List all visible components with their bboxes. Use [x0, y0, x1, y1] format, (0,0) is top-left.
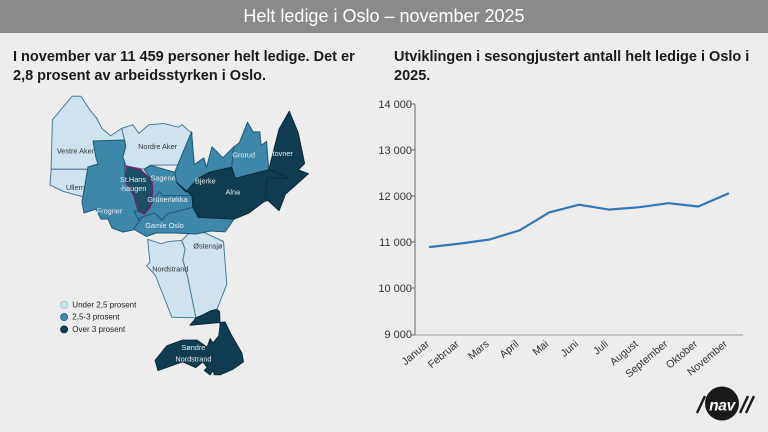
svg-text:-haugen: -haugen — [120, 184, 147, 193]
svg-text:Alna: Alna — [225, 187, 241, 196]
svg-text:Grorud: Grorud — [232, 150, 255, 159]
svg-text:Februar: Februar — [426, 338, 462, 371]
svg-text:2,5-3 prosent: 2,5-3 prosent — [72, 313, 120, 322]
svg-text:Søndre: Søndre — [181, 343, 205, 352]
svg-text:Nordstrand: Nordstrand — [175, 354, 211, 363]
svg-text:Grünerløkka: Grünerløkka — [147, 195, 188, 204]
svg-text:Vestre Aker: Vestre Aker — [57, 146, 95, 155]
svg-text:Østensjø: Østensjø — [193, 241, 223, 250]
svg-text:Ullern: Ullern — [66, 183, 85, 192]
svg-text:Stovner: Stovner — [268, 149, 294, 158]
svg-text:April: April — [498, 338, 522, 361]
svg-text:Sagene: Sagene — [150, 174, 175, 183]
svg-text:Mars: Mars — [466, 338, 492, 362]
svg-text:Frogner: Frogner — [97, 207, 123, 216]
svg-text:Bjerke: Bjerke — [195, 176, 216, 185]
svg-text:Juni: Juni — [558, 338, 580, 360]
svg-text:Juli: Juli — [591, 338, 611, 357]
svg-text:Nordstrand: Nordstrand — [152, 265, 188, 274]
svg-text:Gamle Oslo: Gamle Oslo — [145, 221, 184, 230]
svg-text:nav: nav — [709, 398, 736, 415]
svg-text:Mai: Mai — [530, 338, 551, 358]
svg-text:Under 2,5 prosent: Under 2,5 prosent — [72, 300, 137, 309]
svg-text:Over 3 prosent: Over 3 prosent — [72, 325, 126, 334]
svg-text:Nordre Aker: Nordre Aker — [138, 142, 178, 151]
svg-text:St.Hans: St.Hans — [120, 175, 146, 184]
